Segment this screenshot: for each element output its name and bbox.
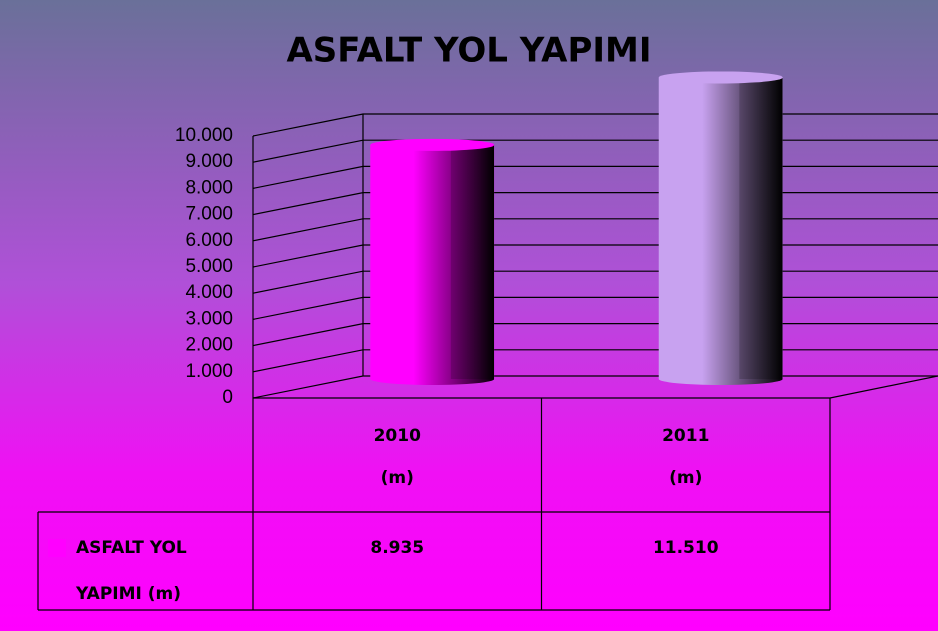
cylinder-top: [370, 138, 495, 151]
bars: [370, 71, 783, 386]
legend-swatch: [48, 539, 66, 557]
chart-title: ASFALT YOL YAPIMI: [286, 31, 651, 71]
cylinder-top: [658, 71, 783, 84]
cylinder: [658, 71, 783, 386]
y-tick-label: 7.000: [185, 204, 233, 225]
cylinder-body: [658, 77, 783, 386]
y-tick-label: 9.000: [185, 151, 233, 172]
y-tick-label: 6.000: [185, 230, 233, 251]
cylinder-shade: [450, 144, 495, 379]
grid: 0 1.000 2.000 3.000 4.000 5.000 6.000 7.000 8.00…: [175, 113, 938, 408]
value-label: 8.935: [370, 538, 424, 558]
category-label: 2011 (m): [662, 426, 709, 488]
legend-label: ASFALT YOL YAPIMI (m): [75, 538, 187, 604]
y-tick-label: 8.000: [185, 177, 233, 198]
y-tick-label: 1.000: [185, 361, 233, 382]
y-tick-label: 5.000: [185, 256, 233, 277]
y-tick-label: 3.000: [185, 308, 233, 329]
y-tick-label: 2.000: [185, 335, 233, 356]
cylinder: [370, 138, 495, 386]
y-tick-label: 10.000: [175, 125, 233, 146]
category-label: 2010 (m): [374, 426, 421, 488]
y-tick-label: 4.000: [185, 282, 233, 303]
cylinder-shade: [739, 77, 783, 380]
data-table: 2010 (m) 8.935 2011 (m) 11.510 ASFALT YOL YAPIM…: [37, 398, 831, 611]
cylinder-body: [370, 144, 495, 386]
y-tick-label: 0: [222, 387, 233, 408]
value-label: 11.510: [653, 538, 719, 558]
